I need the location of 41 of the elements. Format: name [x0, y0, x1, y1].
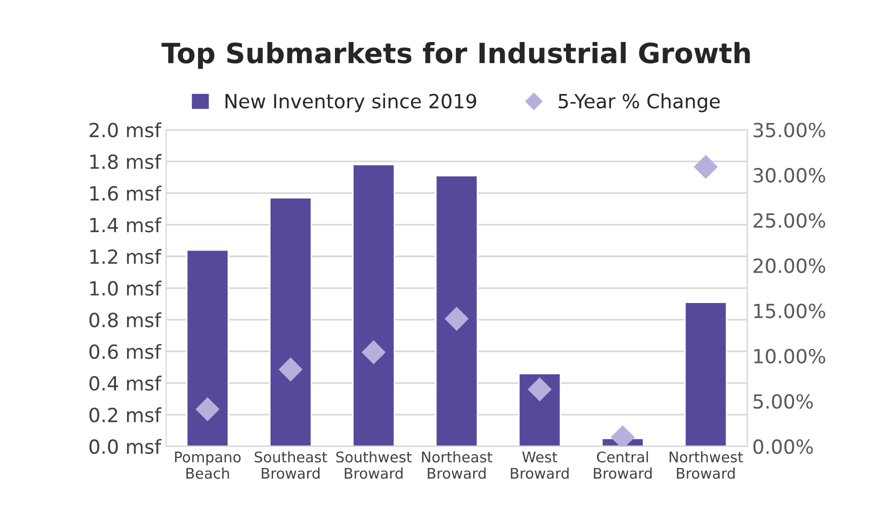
x-tick-label: Central Broward — [594, 451, 652, 479]
y2-tick-label: 0.00% — [753, 439, 813, 454]
y-tick-label: 1.6 msf — [90, 186, 162, 201]
y-tick-label: 2.0 msf — [90, 122, 162, 138]
point — [362, 340, 386, 364]
bar — [352, 164, 396, 446]
point — [278, 357, 303, 382]
y-tick-label: 1.0 msf — [90, 280, 162, 296]
y2-tick-label: 20.00% — [754, 258, 826, 274]
x-tick-label: Pompano Beach — [175, 452, 241, 479]
y2-tick-label: 35.00% — [754, 122, 826, 138]
y-tick-label: 0.8 msf — [89, 312, 162, 328]
y-tick-label: 0.2 msf — [89, 407, 162, 422]
y-tick-label: 1.4 msf — [90, 217, 162, 232]
bar — [435, 174, 478, 446]
point — [196, 397, 220, 422]
x-tick-label: Northwest Broward — [670, 451, 743, 479]
point — [528, 377, 552, 402]
x-tick-label: Northeast Broward — [422, 451, 492, 479]
x-tick-label: Southeast Broward — [254, 451, 328, 479]
y-tick-label: 0.6 msf — [89, 344, 162, 360]
bar — [518, 372, 562, 446]
bar — [269, 197, 312, 446]
y-tick-label: 1.8 msf — [90, 154, 162, 170]
point — [694, 154, 718, 179]
x-tick-label: Southwest Broward — [336, 451, 412, 479]
bar — [186, 249, 230, 446]
legend-label: New Inventory since 2019 — [226, 93, 476, 112]
y-tick-label: 0.4 msf — [89, 376, 162, 391]
y2-tick-label: 15.00% — [754, 304, 826, 318]
y-tick-label: 1.2 msf — [90, 249, 162, 264]
bar — [684, 302, 728, 446]
chart-title: Top Submarkets for Industrial Growth — [162, 42, 750, 69]
point — [444, 306, 469, 331]
y2-tick-label: 10.00% — [754, 348, 826, 364]
x-tick-label: West Broward — [510, 452, 569, 479]
y2-tick-label: 25.00% — [754, 213, 826, 228]
legend-label: 5-Year % Change — [558, 93, 720, 112]
y2-tick-label: 30.00% — [754, 168, 826, 183]
y2-tick-label: 5.00% — [754, 394, 813, 409]
y-tick-label: 0.0 msf — [89, 438, 162, 454]
